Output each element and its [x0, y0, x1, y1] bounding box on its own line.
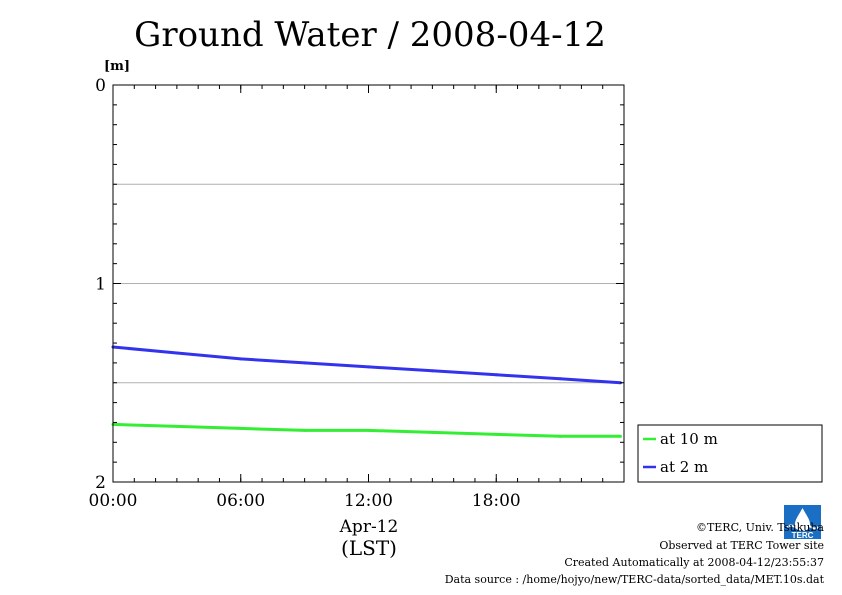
- data-point: [494, 432, 498, 436]
- logo-text: TERC: [792, 531, 814, 539]
- x-tick-label: 06:00: [216, 491, 265, 511]
- legend-label: at 10 m: [660, 430, 718, 448]
- data-point: [239, 426, 243, 430]
- data-point: [303, 428, 307, 432]
- footer-source: Data source : /home/hojyo/new/TERC-data/…: [444, 573, 824, 586]
- data-point: [558, 377, 562, 381]
- data-point: [367, 365, 370, 369]
- chart-title: Ground Water / 2008-04-12: [134, 15, 606, 55]
- data-point: [618, 434, 622, 438]
- data-point: [430, 430, 434, 434]
- data-point: [175, 424, 179, 428]
- data-point: [175, 351, 179, 355]
- x-tick-label: 12:00: [344, 491, 393, 511]
- x-date-label: Apr-12: [339, 517, 399, 537]
- footer-copyright: ©TERC, Univ. Tsukuba: [695, 521, 824, 534]
- axis-ticks: 0 1 200:00 06:00 12:00 18:00: [89, 76, 625, 511]
- y-unit-label: [m]: [104, 59, 130, 74]
- data-point: [494, 373, 498, 377]
- data-point: [430, 369, 434, 373]
- data-point: [558, 434, 562, 438]
- legend-label: at 2 m: [660, 458, 708, 476]
- footer-observed: Observed at TERC Tower site: [659, 539, 824, 552]
- terc-logo-icon: TERC: [784, 505, 821, 540]
- data-point: [239, 357, 243, 361]
- legend: at 10 m at 2 m: [637, 424, 823, 483]
- legend-box: [637, 424, 823, 483]
- data-point: [367, 428, 370, 432]
- x-tick-label: 00:00: [89, 491, 138, 511]
- footer-created: Created Automatically at 2008-04-12/23:5…: [564, 556, 824, 569]
- y-tick-label: 1: [95, 275, 106, 295]
- series-line-1: [112, 345, 621, 385]
- y-tick-label: 2: [95, 473, 106, 493]
- gridlines: [113, 183, 624, 384]
- x-axis-label: (LST): [341, 536, 397, 560]
- y-tick-label: 0: [95, 76, 106, 96]
- data-point: [303, 361, 307, 365]
- series-line-0: [112, 422, 621, 438]
- x-tick-label: 18:00: [472, 491, 521, 511]
- series-layer: [111, 345, 622, 438]
